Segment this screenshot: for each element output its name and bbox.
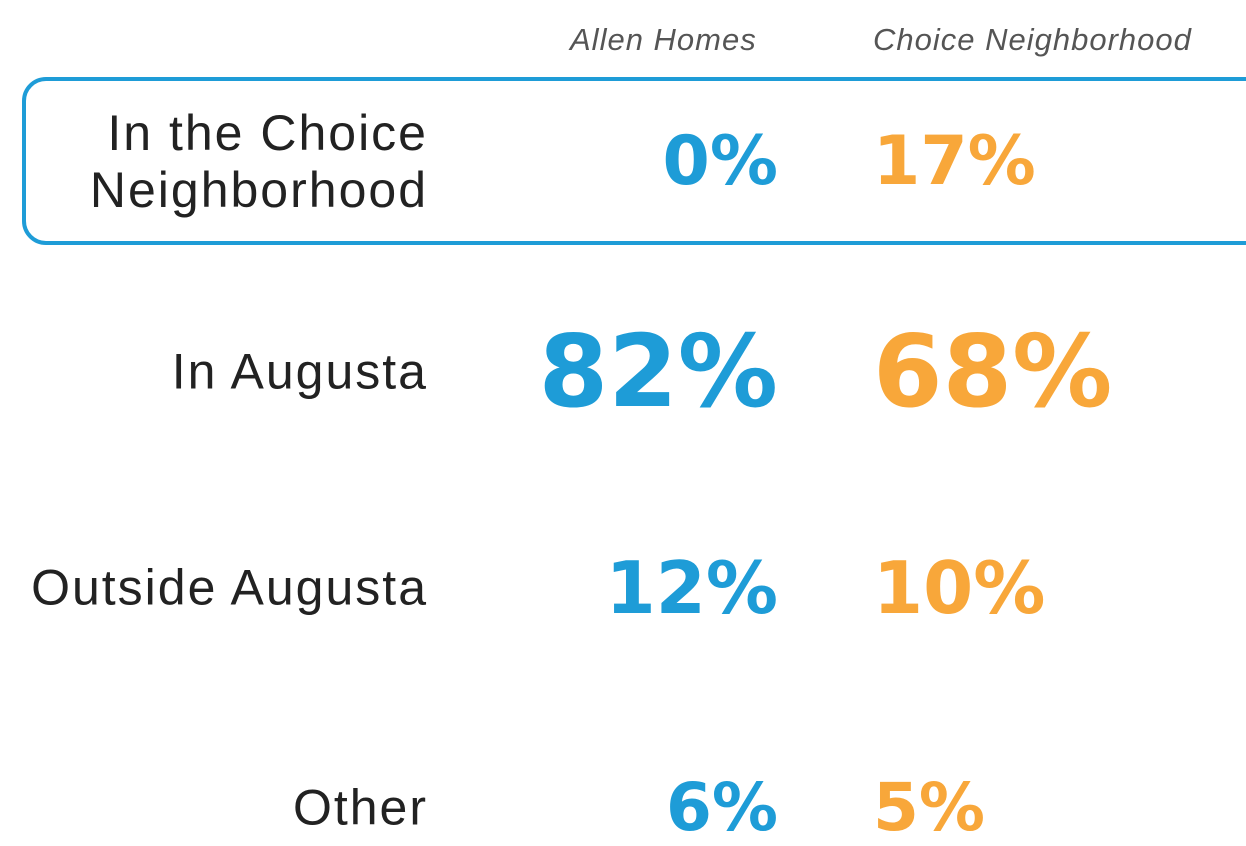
row-value: 5% <box>873 769 986 846</box>
row-value: 10% <box>873 546 1046 630</box>
row-label: In the Choice Neighborhood <box>89 105 428 218</box>
column-header: Choice Neighborhood <box>873 22 1192 57</box>
highlight-box <box>22 77 1246 245</box>
column-header: Allen Homes <box>570 22 757 57</box>
row-value: 17% <box>873 122 1036 201</box>
row-value: 0% <box>662 122 778 201</box>
row-label: Outside Augusta <box>31 559 428 616</box>
row-value: 82% <box>538 313 778 430</box>
row-value: 12% <box>605 546 778 630</box>
row-label: In Augusta <box>171 343 428 400</box>
row-value: 6% <box>665 769 778 846</box>
row-value: 68% <box>873 313 1113 430</box>
row-label: Other <box>292 779 428 836</box>
